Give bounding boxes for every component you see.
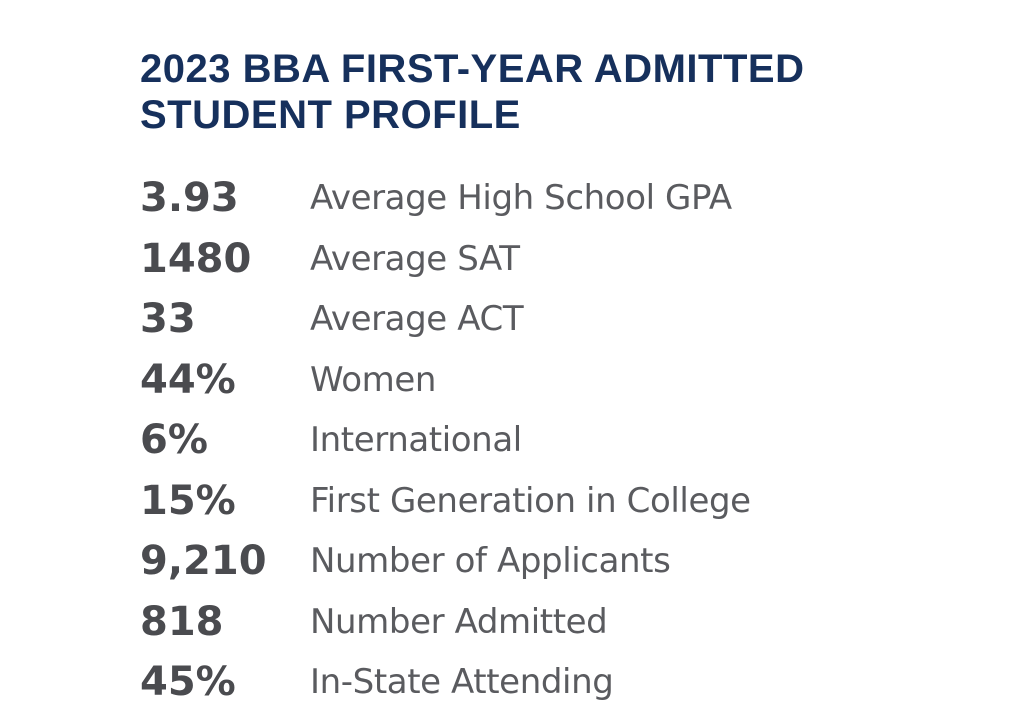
stat-row-applicants: 9,210 Number of Applicants — [140, 531, 751, 592]
title-line-1: 2023 BBA FIRST-YEAR ADMITTED — [140, 47, 805, 91]
stat-row-first-generation: 15% First Generation in College — [140, 471, 751, 532]
stat-row-sat: 1480 Average SAT — [140, 229, 751, 290]
stat-row-act: 33 Average ACT — [140, 289, 751, 350]
stat-label: First Generation in College — [310, 480, 751, 521]
stat-label: Average SAT — [310, 238, 520, 279]
stat-label: Number of Applicants — [310, 541, 671, 582]
stat-value: 818 — [140, 598, 224, 645]
stat-row-women: 44% Women — [140, 350, 751, 411]
stat-value: 6% — [140, 417, 208, 464]
stat-value: 33 — [140, 296, 196, 343]
stat-row-admitted: 818 Number Admitted — [140, 592, 751, 653]
stat-row-international: 6% International — [140, 410, 751, 471]
stat-label: In-State Attending — [310, 662, 614, 703]
stat-value: 3.93 — [140, 175, 239, 222]
stat-row-gpa: 3.93 Average High School GPA — [140, 168, 751, 229]
stat-label: Number Admitted — [310, 601, 608, 642]
stat-value: 15% — [140, 477, 236, 524]
page-title: 2023 BBA FIRST-YEAR ADMITTED STUDENT PRO… — [140, 46, 960, 138]
stat-value: 45% — [140, 659, 236, 706]
title-line-2: STUDENT PROFILE — [140, 93, 521, 137]
stat-label: International — [310, 420, 522, 461]
stat-value: 44% — [140, 356, 236, 403]
admitted-student-profile: 2023 BBA FIRST-YEAR ADMITTED STUDENT PRO… — [140, 46, 960, 705]
stat-label: Average High School GPA — [310, 178, 732, 219]
stat-label: Average ACT — [310, 299, 524, 340]
stat-label: Women — [310, 359, 437, 400]
stat-value: 1480 — [140, 235, 252, 282]
stat-row-in-state: 45% In-State Attending — [140, 652, 751, 713]
stats-list: 3.93 Average High School GPA 1480 Averag… — [140, 168, 751, 713]
stat-value: 9,210 — [140, 538, 267, 585]
